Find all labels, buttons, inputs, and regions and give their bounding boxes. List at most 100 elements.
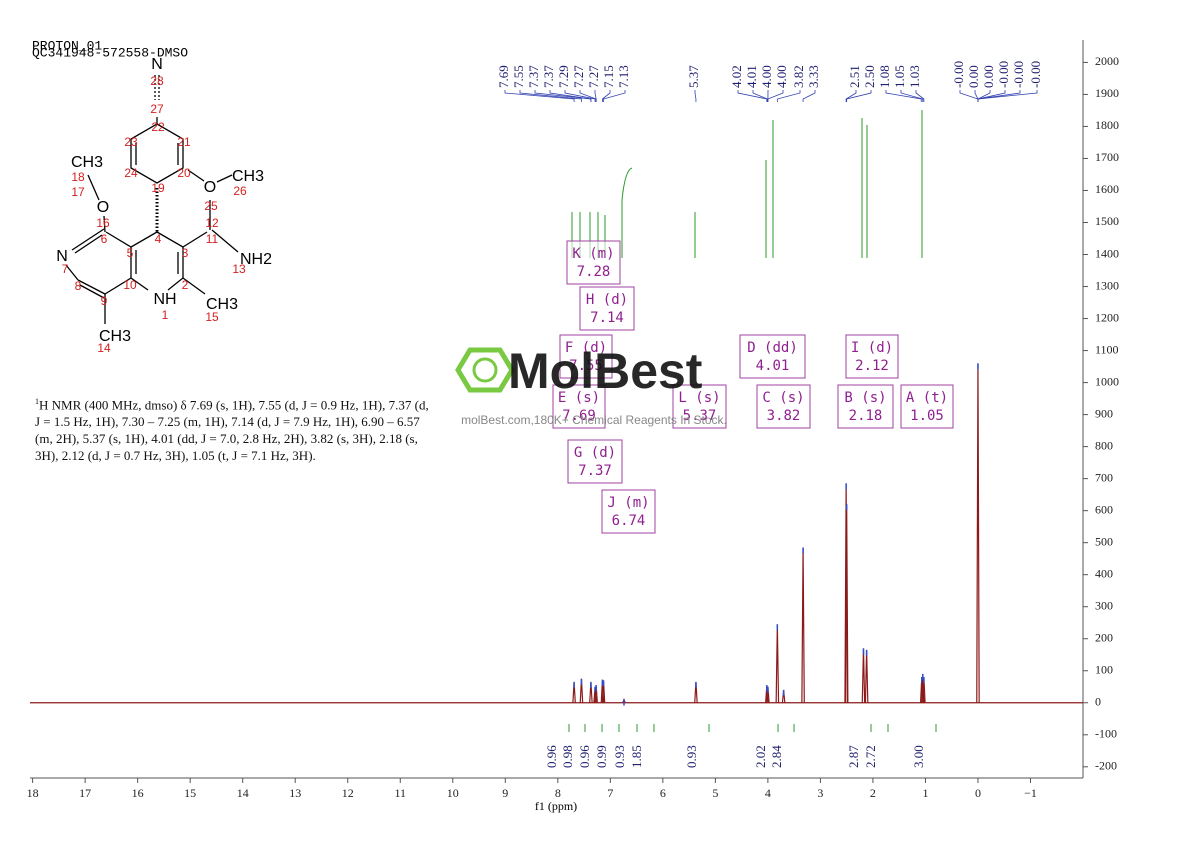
y-tick-label: 1300 (1095, 278, 1119, 292)
atom-number: 15 (205, 310, 219, 324)
x-tick-label: 9 (502, 786, 508, 800)
multiplet-shift: 3.82 (767, 408, 801, 424)
multiplet-name: H (d) (586, 292, 628, 308)
atom-number: 23 (124, 135, 138, 149)
x-tick-label: 6 (660, 786, 666, 800)
peak-label: 1.08 (877, 65, 892, 88)
atom-number: 28 (150, 74, 164, 88)
peak-label-connector (752, 90, 768, 102)
multiplet-shift: 6.74 (612, 513, 646, 529)
multiplet-name: E (s) (558, 390, 600, 406)
integral-value: 1.85 (629, 745, 644, 768)
y-tick-label: 1700 (1095, 150, 1119, 164)
integral-value: 0.93 (684, 745, 699, 768)
atom-number: 9 (101, 294, 108, 308)
peak (922, 677, 926, 703)
atom-number: 5 (127, 246, 134, 260)
peak-label-connector (802, 90, 816, 102)
peak-label-connector (846, 90, 872, 102)
x-tick-label: 2 (870, 786, 876, 800)
logo-icon (455, 347, 515, 393)
x-tick-label: 18 (27, 786, 39, 800)
multiplet-shift: 4.01 (756, 358, 790, 374)
peak-label: 7.27 (571, 65, 586, 88)
peak-label-connector (694, 90, 697, 102)
atom-label: CH3 (71, 154, 103, 171)
atom-number: 12 (205, 216, 219, 230)
multiplet-shift: 7.69 (562, 408, 596, 424)
integral-value: 0.96 (544, 745, 559, 768)
multiplet-box (559, 334, 613, 379)
atom-number: 22 (151, 120, 165, 134)
peak-label-connector (603, 90, 626, 102)
peak-label: -0.00 (996, 61, 1011, 88)
peak-label-connector (900, 90, 924, 102)
peak-label-connector (977, 90, 1038, 102)
x-tick-label: 5 (712, 786, 718, 800)
x-tick-label: 15 (184, 786, 196, 800)
peak (622, 697, 626, 703)
y-tick-label: 700 (1095, 470, 1113, 484)
peak-label: 7.37 (526, 65, 541, 88)
multiplet-name: I (d) (851, 340, 893, 356)
x-tick-label: 8 (555, 786, 561, 800)
peak-label: 3.33 (806, 65, 821, 88)
y-tick-label: 0 (1095, 695, 1101, 709)
integral-value: 2.72 (863, 745, 878, 768)
peak-label: -0.00 (1011, 61, 1026, 88)
y-tick-label: 400 (1095, 566, 1113, 580)
atom-number: 20 (177, 166, 191, 180)
x-tick-label: 17 (79, 786, 91, 800)
integral-value: 2.02 (753, 745, 768, 768)
peak (775, 624, 780, 703)
peak (861, 648, 866, 703)
atom-number: 19 (151, 181, 165, 195)
integral-value: 0.96 (577, 745, 592, 768)
peak-label-connector (977, 90, 991, 102)
integral-curves (571, 110, 923, 258)
peak-label-connector (915, 90, 925, 102)
atom-label: CH3 (206, 296, 238, 313)
y-tick-label: 1100 (1095, 342, 1119, 356)
atom-number: 14 (97, 341, 111, 355)
peak-label: 2.50 (862, 65, 877, 88)
multiplet-box (552, 384, 606, 429)
integral-value: 2.87 (846, 745, 861, 768)
atom-number: 25 (204, 199, 218, 213)
y-tick-label: 800 (1095, 438, 1113, 452)
x-tick-label: 16 (132, 786, 144, 800)
x-tick-label: 13 (289, 786, 301, 800)
peak (781, 689, 786, 703)
multiplet-name: C (s) (762, 390, 804, 406)
peak-label: 4.02 (729, 65, 744, 88)
peak-label-connector (579, 90, 597, 102)
atom-number: 7 (62, 262, 69, 276)
atom-number: 17 (71, 185, 85, 199)
y-tick-label: 300 (1095, 598, 1113, 612)
atom-number: 3 (182, 246, 189, 260)
peak-label: 7.55 (511, 65, 526, 88)
peak-label-connector (519, 90, 582, 102)
peak-label: 3.82 (791, 65, 806, 88)
atom-label: CH3 (99, 328, 131, 345)
peak-label: 7.37 (541, 65, 556, 88)
peak-label: 7.27 (586, 65, 601, 88)
peak-label: 0.00 (966, 65, 981, 88)
y-tick-label: 1000 (1095, 374, 1119, 388)
atom-number: 21 (177, 135, 191, 149)
peak-label: 7.29 (556, 65, 571, 88)
x-tick-label: 4 (765, 786, 771, 800)
atom-number: 11 (206, 232, 219, 246)
atom-number: 8 (75, 279, 82, 293)
atom-number: 27 (150, 102, 164, 116)
atom-label: N (151, 56, 163, 73)
multiplet-box (837, 384, 894, 429)
multiplet-name: B (s) (844, 390, 886, 406)
integral-value: 0.98 (560, 745, 575, 768)
multiplet-shift: 7.37 (578, 463, 612, 479)
x-tick-label: 7 (607, 786, 613, 800)
peak (579, 678, 584, 703)
multiplet-box (601, 489, 656, 534)
peak-label-connector (504, 90, 575, 102)
